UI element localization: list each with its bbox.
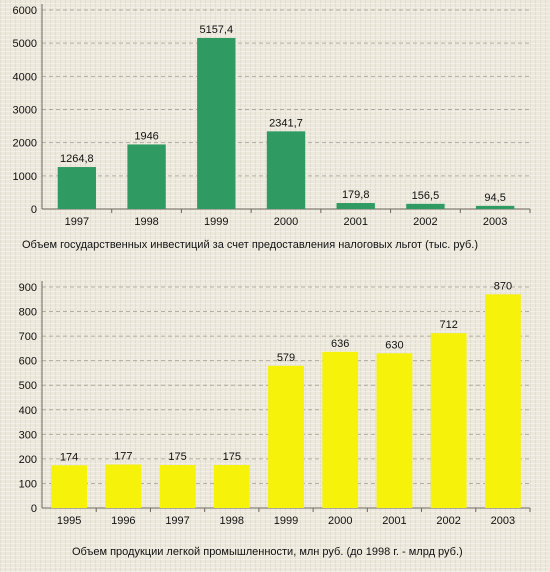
x-tick-label: 2002: [436, 515, 460, 527]
chart-caption: Объем государственных инвестиций за счет…: [22, 239, 478, 251]
data-label: 579: [277, 352, 295, 364]
bar: [127, 144, 166, 209]
x-tick-label: 2002: [413, 216, 437, 228]
y-tick-label: 5000: [13, 38, 37, 50]
data-label: 5157,4: [199, 24, 233, 36]
y-tick-label: 2000: [13, 138, 37, 150]
data-label: 156,5: [412, 190, 440, 202]
x-tick-label: 1996: [111, 515, 135, 527]
y-tick-label: 3000: [13, 105, 37, 117]
bar: [51, 465, 88, 508]
bar: [197, 37, 236, 210]
data-label: 179,8: [342, 189, 370, 201]
bar: [57, 167, 97, 209]
y-tick-label: 600: [19, 356, 37, 368]
data-label: 175: [223, 451, 241, 463]
bar: [376, 353, 413, 508]
y-tick-label: 0: [31, 503, 37, 515]
y-tick-label: 6000: [13, 5, 37, 17]
investment-chart: 0 1000 2000 3000 4000 5000 6000 1997 1264,8 1998 1…: [13, 4, 531, 251]
x-tick-label: 2003: [491, 515, 515, 527]
x-tick-label: 2001: [382, 515, 406, 527]
bar: [430, 333, 467, 508]
bar: [213, 465, 250, 508]
chart-caption: Объем продукции легкой промышленности, м…: [72, 546, 463, 558]
data-label: 870: [494, 280, 512, 292]
x-tick-label: 2000: [328, 515, 352, 527]
bar: [105, 464, 142, 508]
data-label: 177: [114, 451, 132, 463]
bar: [336, 203, 375, 209]
y-tick-label: 4000: [13, 71, 37, 83]
bar: [159, 465, 196, 508]
y-tick-label: 400: [19, 405, 37, 417]
x-tick-label: 1999: [204, 216, 228, 228]
y-tick-label: 500: [19, 380, 37, 392]
x-tick-label: 1999: [274, 515, 298, 527]
x-tick-label: 1995: [57, 515, 81, 527]
x-tick-label: 1998: [134, 216, 158, 228]
data-label: 636: [331, 338, 349, 350]
data-label: 174: [60, 451, 78, 463]
y-tick-label: 200: [19, 454, 37, 466]
y-tick-label: 700: [19, 331, 37, 343]
y-tick-label: 900: [19, 282, 37, 294]
data-label: 94,5: [484, 192, 505, 204]
data-label: 1946: [134, 130, 158, 142]
y-tick-label: 800: [19, 307, 37, 319]
bar: [484, 294, 521, 508]
bar: [322, 351, 359, 508]
bar: [266, 131, 306, 209]
x-tick-label: 2003: [483, 216, 507, 228]
x-tick-label: 2000: [274, 216, 298, 228]
data-label: 175: [168, 451, 186, 463]
y-tick-label: 100: [19, 478, 37, 490]
data-label: 1264,8: [60, 153, 94, 165]
x-tick-label: 2001: [343, 216, 367, 228]
x-tick-label: 1997: [165, 515, 189, 527]
y-tick-label: 1000: [13, 171, 37, 183]
bar: [268, 365, 304, 508]
x-tick-label: 1997: [65, 216, 89, 228]
data-label: 630: [385, 339, 403, 351]
x-tick-label: 1998: [220, 515, 244, 527]
bar: [475, 205, 515, 209]
y-tick-label: 300: [19, 429, 37, 441]
bar: [406, 203, 445, 209]
y-tick-label: 0: [31, 204, 37, 216]
data-label: 2341,7: [269, 117, 303, 129]
data-label: 712: [439, 319, 457, 331]
